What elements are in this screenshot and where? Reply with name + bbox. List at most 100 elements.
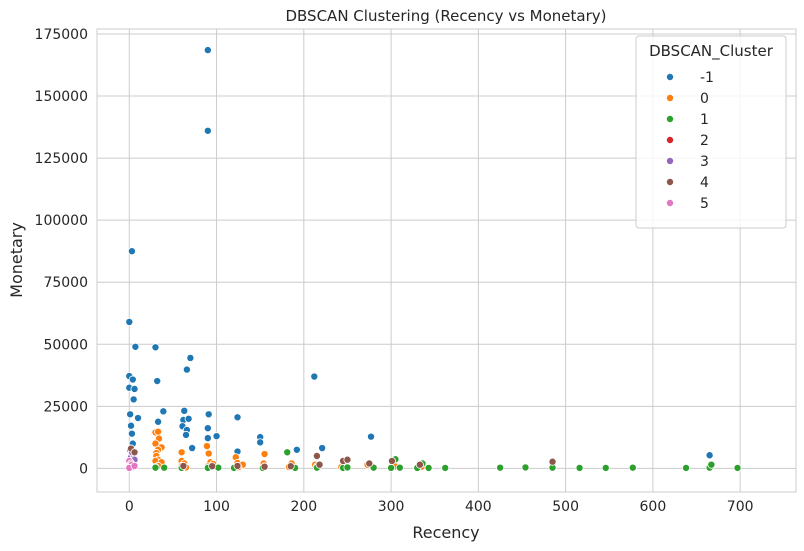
data-point-cluster--1 [127,247,136,256]
legend-marker-cluster-3 [666,156,675,165]
data-point-cluster-4 [548,457,557,466]
data-point-cluster-4 [312,452,321,461]
y-axis-label: Monetary [7,222,26,298]
data-point-cluster--1 [127,429,136,438]
data-point-cluster--1 [292,445,301,454]
x-tick-label: 200 [290,499,317,515]
legend: DBSCAN_Cluster -1 0 1 2 3 4 5 [635,35,787,229]
data-point-cluster-1 [707,460,716,469]
data-point-cluster-0 [154,427,163,436]
data-point-cluster--1 [188,444,197,453]
data-point-cluster-4 [415,460,424,469]
data-point-cluster--1 [705,451,714,460]
data-point-cluster-1 [496,463,505,472]
data-point-cluster-1 [601,463,610,472]
data-point-cluster--1 [127,421,136,430]
data-point-cluster--1 [367,432,376,441]
data-point-cluster--1 [182,365,191,374]
data-point-cluster-4 [130,448,139,457]
legend-label-cluster-0: 0 [700,91,709,107]
x-tick-label: 300 [378,499,405,515]
legend-marker-cluster--1 [666,73,675,82]
legend-items: -1 0 1 2 3 4 5 [666,70,714,212]
data-point-cluster-1 [682,463,691,472]
y-tick-labels: 0 25000 50000 75000 100000 125000 150000 175000 [35,27,88,477]
x-tick-label: 700 [727,499,754,515]
chart-title: DBSCAN Clustering (Recency vs Monetary) [285,7,606,25]
data-point-cluster--1 [130,384,139,393]
data-point-cluster--1 [131,342,140,351]
data-point-cluster--1 [186,353,195,362]
data-point-cluster-1 [387,463,396,472]
data-point-cluster--1 [128,375,137,384]
y-tick-label: 0 [79,461,88,477]
data-point-cluster-4 [233,461,242,470]
legend-label-cluster-1: 1 [700,112,709,128]
data-point-cluster-4 [260,462,269,471]
data-point-cluster--1 [153,377,162,386]
data-points [125,46,742,472]
data-point-cluster--1 [180,406,189,415]
data-point-cluster--1 [151,343,160,352]
y-tick-label: 175000 [35,27,88,43]
x-tick-label: 600 [640,499,667,515]
data-point-cluster--1 [154,417,163,426]
data-point-cluster-1 [395,463,404,472]
data-point-cluster--1 [184,414,193,423]
data-point-cluster-4 [387,456,396,465]
data-point-cluster-1 [343,463,352,472]
legend-marker-cluster-1 [666,115,675,124]
legend-label-cluster-4: 4 [700,175,709,191]
legend-label-cluster-2: 2 [700,133,709,149]
x-tick-label: 100 [203,499,230,515]
y-tick-label: 75000 [43,275,88,291]
data-point-cluster--1 [126,410,135,419]
data-point-cluster-1 [628,463,637,472]
data-point-cluster-1 [575,463,584,472]
data-point-cluster-4 [365,459,374,468]
data-point-cluster-4 [179,461,188,470]
data-point-cluster-4 [343,455,352,464]
data-point-cluster-1 [521,463,530,472]
data-point-cluster--1 [159,407,168,416]
data-point-cluster--1 [256,438,265,447]
x-tick-label: 500 [552,499,579,515]
data-point-cluster-1 [283,448,292,457]
legend-marker-cluster-0 [666,94,675,103]
data-point-cluster-4 [315,460,324,469]
data-point-cluster-1 [160,463,169,472]
data-point-cluster-1 [441,463,450,472]
data-point-cluster--1 [203,434,212,443]
y-tick-label: 100000 [35,213,88,229]
legend-marker-cluster-4 [666,177,675,186]
data-point-cluster-0 [177,448,186,457]
data-point-cluster--1 [134,414,143,423]
legend-label-cluster-5: 5 [700,196,709,212]
legend-marker-cluster-2 [666,135,675,144]
y-tick-label: 150000 [35,89,88,105]
data-point-cluster-1 [424,463,433,472]
x-axis-label: Recency [412,523,479,542]
data-point-cluster--1 [212,432,221,441]
x-tick-labels: 0 100 200 300 400 500 600 700 [125,499,754,515]
data-point-cluster--1 [310,372,319,381]
data-point-cluster--1 [129,395,138,404]
data-point-cluster--1 [233,413,242,422]
data-point-cluster-0 [260,450,269,459]
y-tick-label: 50000 [43,337,88,353]
data-point-cluster-0 [202,442,211,451]
data-point-cluster--1 [203,424,212,433]
data-point-cluster--1 [204,410,213,419]
legend-marker-cluster-5 [666,198,675,207]
data-point-cluster-4 [286,462,295,471]
legend-title: DBSCAN_Cluster [649,42,774,61]
x-tick-label: 0 [125,499,134,515]
data-point-cluster--1 [125,317,134,326]
data-point-cluster--1 [203,46,212,55]
y-tick-label: 125000 [35,151,88,167]
data-point-cluster-0 [204,449,213,458]
data-point-cluster-4 [208,462,217,471]
y-tick-label: 25000 [43,399,88,415]
legend-box [635,35,787,229]
